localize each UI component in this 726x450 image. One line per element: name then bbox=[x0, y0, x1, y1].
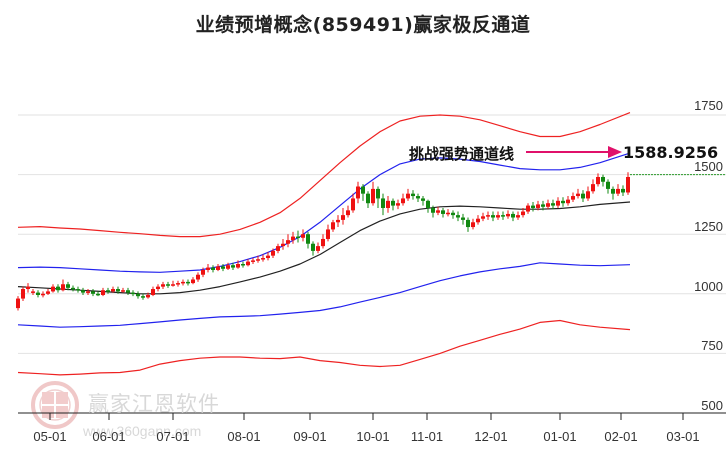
x-tick-09-01: 09-01 bbox=[293, 429, 327, 444]
watermark-url: www.360gann.com bbox=[83, 423, 202, 439]
y-tick-1750: 1750 bbox=[694, 98, 723, 113]
watermark-logo bbox=[31, 381, 79, 429]
x-tick-02-01: 02-01 bbox=[604, 429, 638, 444]
x-tick-08-01: 08-01 bbox=[227, 429, 261, 444]
x-tick-11-01: 11-01 bbox=[410, 429, 444, 444]
y-tick-500: 500 bbox=[701, 398, 723, 413]
x-tick-03-01: 03-01 bbox=[666, 429, 700, 444]
x-tick-01-01: 01-01 bbox=[543, 429, 577, 444]
y-tick-750: 750 bbox=[701, 338, 723, 353]
y-tick-1000: 1000 bbox=[694, 279, 723, 294]
y-tick-1250: 1250 bbox=[694, 219, 723, 234]
annotation-value: 1588.9256 bbox=[623, 143, 719, 162]
x-tick-05-01: 05-01 bbox=[33, 429, 67, 444]
gridlines bbox=[18, 114, 726, 354]
x-axis bbox=[18, 412, 726, 420]
channel-bands bbox=[17, 112, 631, 376]
x-tick-06-01: 06-01 bbox=[92, 429, 126, 444]
candlesticks bbox=[16, 172, 630, 311]
chart-title: 业绩预增概念(859491)赢家极反通道 bbox=[195, 14, 531, 36]
x-tick-07-01: 07-01 bbox=[156, 429, 190, 444]
annotation-arrow bbox=[526, 146, 622, 158]
annotation-label: 挑战强势通道线 bbox=[409, 145, 515, 163]
x-tick-12-01: 12-01 bbox=[474, 429, 508, 444]
x-tick-10-01: 10-01 bbox=[356, 429, 390, 444]
y-tick-1500: 1500 bbox=[694, 159, 723, 174]
watermark-text: 赢家江恩软件 bbox=[88, 392, 220, 416]
